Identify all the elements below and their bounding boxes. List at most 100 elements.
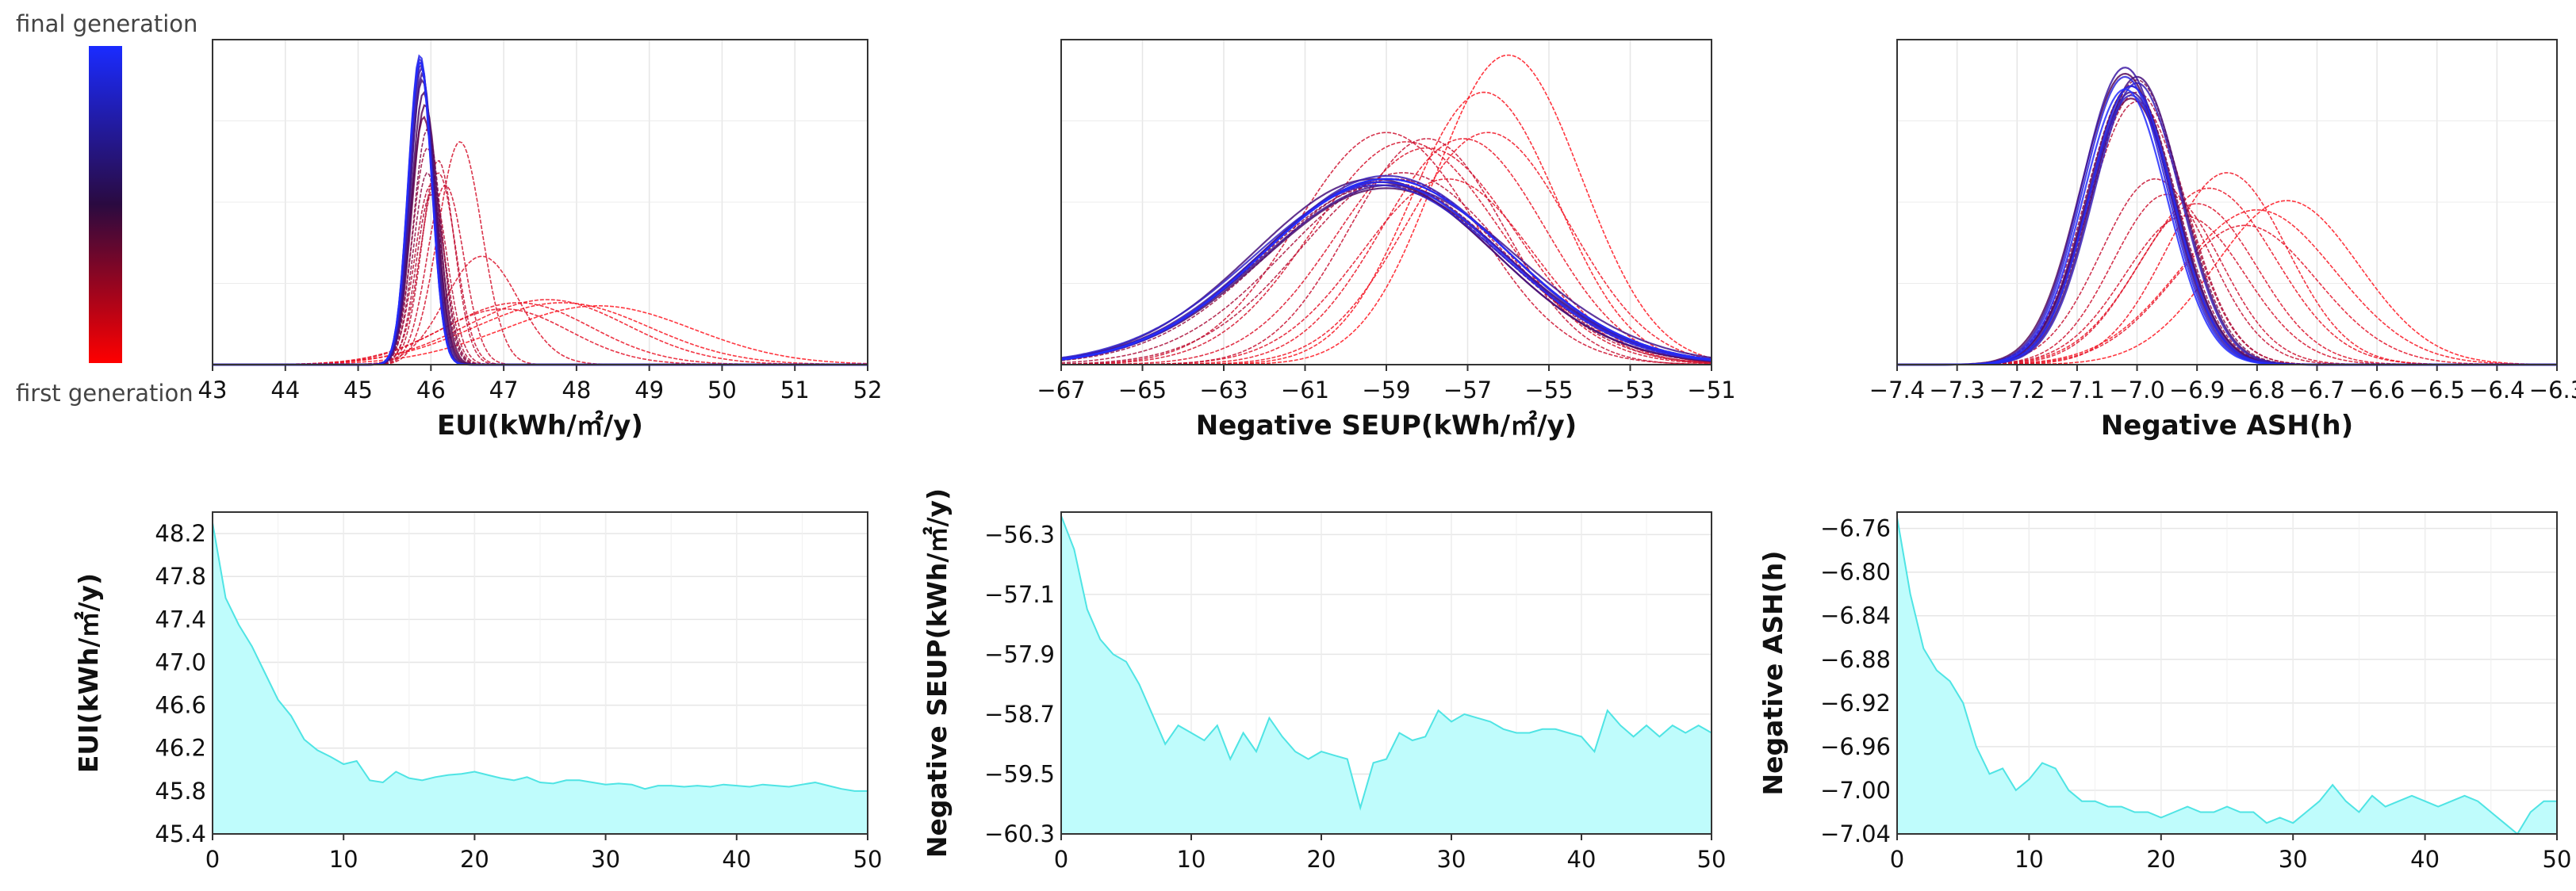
seup-conv-xtick-label: 20 (1307, 846, 1336, 873)
ash-dist-chart: −7.4 −7.3 −7.2 −7.1 −7.0 −6.9 −6.8 −6.7 −6.6 −6.5… (1869, 39, 2576, 442)
seup-conv-chart: 0 10 20 30 40 50 −60.3 −59.5 −58.7 −57.9 −57.1 −56.… (922, 488, 1726, 873)
seup-conv-ytick-label: −59.5 (984, 760, 1055, 787)
eui-dist-xtick-label: 50 (707, 377, 737, 403)
ash-conv-ylabel: Negative ASH(h) (1758, 551, 1788, 796)
seup-dist-xtick-label: −61 (1281, 377, 1329, 403)
eui-dist-xlabel: EUI(kWh/㎡/y) (437, 410, 643, 442)
ash-dist-xtick-label: −7.3 (1929, 377, 1984, 403)
seup-conv-ytick-label: −57.9 (984, 641, 1055, 667)
seup-dist-xtick-label: −57 (1443, 377, 1492, 403)
eui-dist-xtick-label: 44 (270, 377, 300, 403)
seup-dist-xtick-label: −53 (1606, 377, 1654, 403)
ash-dist-xtick-label: −7.0 (2109, 377, 2164, 403)
seup-dist-series-gen-42 (1060, 184, 1712, 361)
ash-dist-xtick-label: −6.7 (2289, 377, 2344, 403)
seup-dist-xtick-label: −67 (1037, 377, 1085, 403)
seup-conv-ytick-label: −60.3 (984, 820, 1055, 847)
seup-dist-series-gen-6 (1061, 141, 1712, 365)
eui-conv-ytick-label: 46.6 (155, 692, 206, 719)
ash-conv-ytick-label: −7.00 (1820, 777, 1891, 804)
eui-dist-xtick-label: 45 (343, 377, 373, 403)
eui-dist-chart: 43 44 45 46 47 48 49 50 51 52 EUI(kWh/㎡/y) (198, 39, 883, 442)
ash-conv-chart: 0 10 20 30 40 50 −6.76 −6.80 −6.84 −6.88 −6.92 −6.9… (1758, 511, 2572, 873)
eui-conv-ylabel: EUI(kWh/㎡/y) (73, 573, 104, 773)
seup-conv-area-fill (1061, 515, 1712, 834)
seup-conv-ytick-label: −58.7 (984, 701, 1055, 728)
eui-conv-xtick-label: 20 (460, 846, 489, 873)
eui-conv-ytick-label: 47.0 (155, 648, 206, 675)
ash-conv-xtick-label: 30 (2279, 846, 2308, 873)
eui-conv-ytick-label: 46.2 (155, 735, 206, 762)
ash-conv-area-fill (1897, 517, 2557, 834)
eui-conv-chart: 0 10 20 30 40 50 45.4 45.8 46.2 46.6 47.0 47.4 47.8 4… (73, 511, 883, 873)
ash-conv-xtick-label: 10 (2014, 846, 2044, 873)
eui-dist-xtick-label: 46 (416, 377, 446, 403)
eui-conv-xtick-label: 0 (205, 846, 220, 873)
ash-dist-series-gen-5 (1897, 203, 2557, 365)
seup-conv-ylabel: Negative SEUP(kWh/㎡/y) (922, 488, 953, 858)
eui-dist-series-gen-4 (213, 308, 868, 365)
ash-dist-xtick-label: −6.3 (2529, 377, 2576, 403)
eui-conv-area-fill (213, 522, 868, 834)
ash-conv-xtick-label: 50 (2543, 846, 2572, 873)
seup-dist-xtick-label: −55 (1524, 377, 1573, 403)
seup-conv-xtick-label: 30 (1437, 846, 1466, 873)
ash-dist-series-gen-6 (1897, 215, 2557, 365)
ash-dist-xtick-label: −6.6 (2349, 377, 2405, 403)
ash-dist-series-gen-1 (1897, 208, 2557, 365)
eui-conv-frame (212, 511, 868, 835)
ash-conv-ytick-label: −7.04 (1820, 820, 1891, 847)
eui-dist-xtick-label: 49 (634, 377, 664, 403)
charts-container: 43 44 45 46 47 48 49 50 51 52 EUI(kWh/㎡/y) −67 −65 −6… (73, 39, 2576, 873)
seup-dist-xtick-label: −63 (1199, 377, 1248, 403)
seup-dist-series-gen-8 (1061, 138, 1712, 365)
colorbar-gradient (89, 46, 122, 363)
colorbar-bottom-label: first generation (16, 380, 194, 407)
ash-dist-xtick-label: −6.8 (2229, 377, 2285, 403)
eui-conv-xtick-label: 10 (329, 846, 358, 873)
eui-conv-ytick-label: 45.4 (155, 820, 206, 847)
ash-dist-xtick-label: −6.4 (2469, 377, 2524, 403)
ash-dist-xtick-label: −7.2 (1989, 377, 2045, 403)
eui-dist-xtick-label: 48 (562, 377, 591, 403)
ash-dist-xtick-label: −7.4 (1869, 377, 1925, 403)
ash-conv-xtick-label: 20 (2146, 846, 2175, 873)
eui-dist-xtick-label: 52 (853, 377, 883, 403)
eui-dist-xtick-label: 51 (780, 377, 810, 403)
ash-conv-ytick-label: −6.92 (1820, 690, 1891, 717)
ash-dist-frame (1896, 39, 2558, 365)
seup-dist-xtick-label: −51 (1687, 377, 1735, 403)
seup-dist-chart: −67 −65 −63 −61 −59 −57 −55 −53 −51 Negative SEUP… (1037, 39, 1736, 442)
seup-dist-frame (1060, 39, 1712, 365)
ash-dist-xtick-label: −6.5 (2409, 377, 2465, 403)
seup-conv-xtick-label: 10 (1177, 846, 1206, 873)
ash-conv-xtick-label: 0 (1890, 846, 1904, 873)
ash-conv-ytick-label: −6.96 (1820, 733, 1891, 760)
colorbar-top-label: final generation (16, 10, 197, 37)
seup-conv-xtick-label: 0 (1054, 846, 1068, 873)
eui-conv-xtick-label: 50 (853, 846, 883, 873)
eui-dist-xtick-label: 47 (489, 377, 519, 403)
seup-conv-xtick-label: 40 (1567, 846, 1597, 873)
ash-conv-ytick-label: −6.84 (1820, 602, 1891, 629)
eui-dist-xtick-label: 43 (198, 377, 228, 403)
ash-dist-series-gen-0 (1897, 200, 2557, 365)
eui-conv-xtick-label: 30 (591, 846, 620, 873)
ash-dist-xtick-label: −6.9 (2169, 377, 2225, 403)
ash-conv-frame (1896, 511, 2558, 835)
seup-dist-xtick-label: −65 (1118, 377, 1167, 403)
seup-conv-ytick-label: −57.1 (984, 581, 1055, 608)
eui-dist-frame (212, 39, 868, 365)
eui-conv-ytick-label: 47.8 (155, 563, 206, 590)
seup-conv-frame (1060, 511, 1712, 835)
eui-conv-ytick-label: 45.8 (155, 778, 206, 805)
seup-dist-series-gen-50 (1060, 178, 1712, 361)
eui-conv-xtick-label: 40 (722, 846, 751, 873)
seup-conv-ytick-label: −56.3 (984, 521, 1055, 548)
ash-conv-ytick-label: −6.76 (1820, 515, 1891, 542)
eui-conv-ytick-label: 47.4 (155, 606, 206, 633)
seup-conv-xtick-label: 50 (1697, 846, 1727, 873)
seup-dist-xlabel: Negative SEUP(kWh/㎡/y) (1196, 410, 1577, 442)
ash-conv-ytick-label: −6.88 (1820, 646, 1891, 673)
